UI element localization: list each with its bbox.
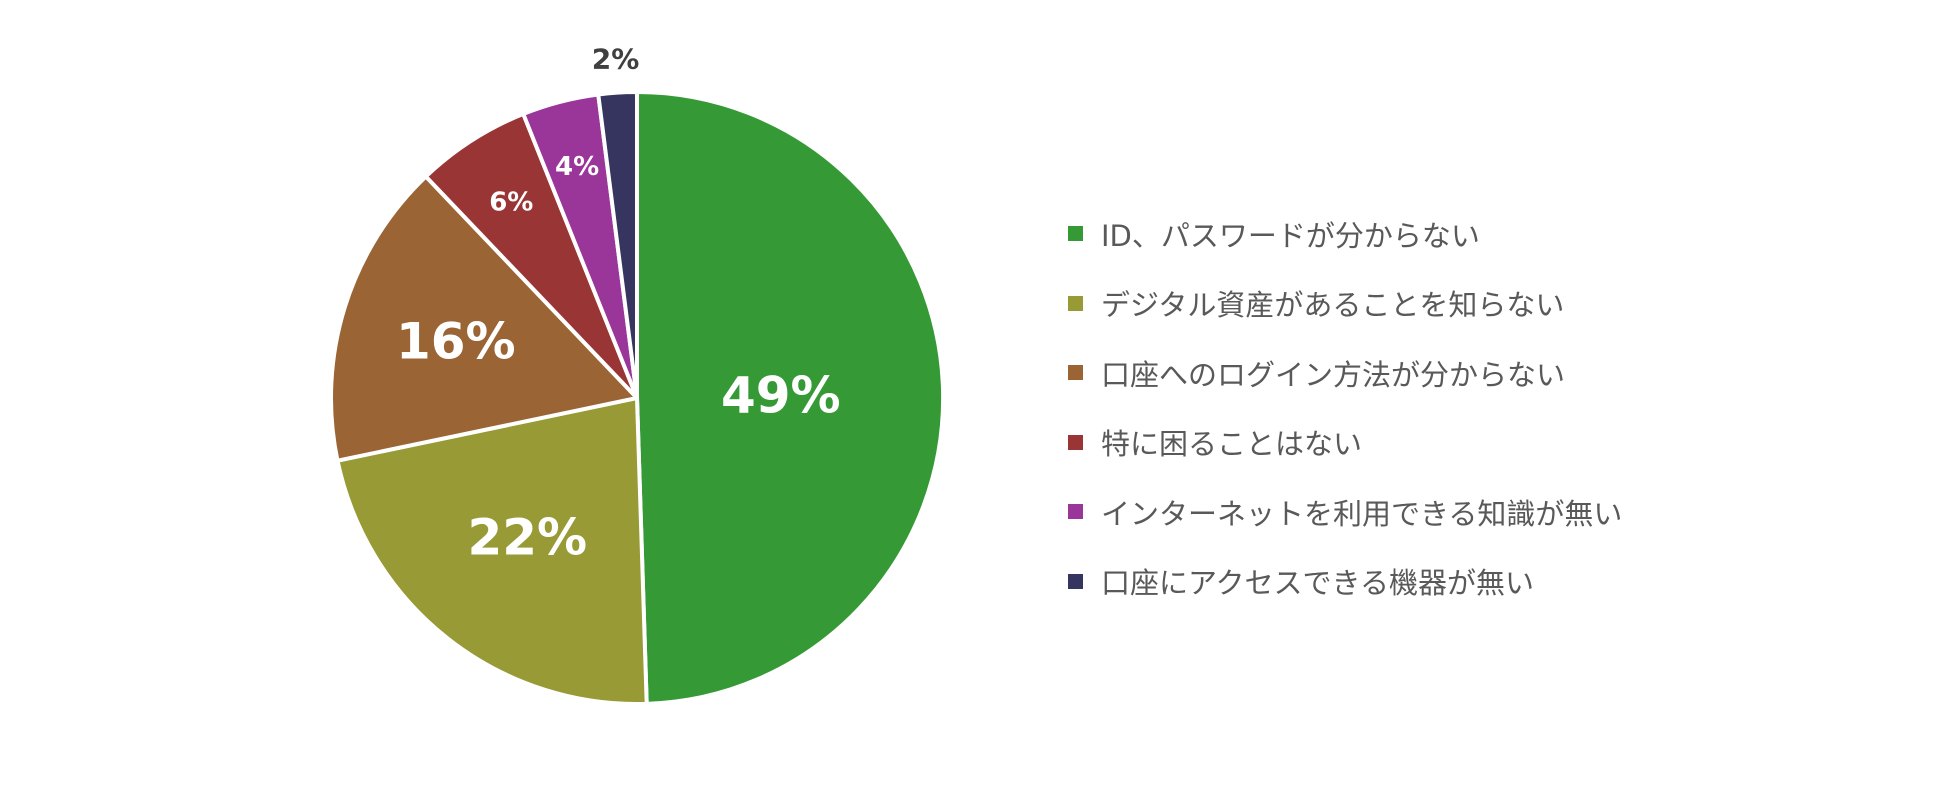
legend-label: 口座へのログイン方法が分からない: [1101, 357, 1566, 392]
legend-swatch: [1068, 573, 1083, 589]
legend: ID、パスワードが分からない デジタル資産があることを知らない 口座へのログイン…: [1068, 199, 1622, 616]
legend-swatch: [1068, 365, 1083, 381]
value-label-login-method: 16%: [396, 313, 516, 371]
value-label-no-internet-knowledge: 4%: [555, 152, 599, 182]
pie-slice-no-device: [596, 90, 639, 400]
pie-slices: [329, 90, 946, 706]
legend-item-unaware-of-assets: デジタル資産があることを知らない: [1068, 269, 1622, 339]
value-label-id-password: 49%: [721, 367, 841, 425]
pie-value-labels: 49% 22% 16% 6% 4% 2%: [396, 43, 841, 567]
value-label-no-trouble: 6%: [489, 187, 533, 217]
legend-swatch: [1068, 226, 1083, 242]
pie-slice-unaware-of-assets: [335, 396, 649, 706]
legend-swatch: [1068, 434, 1083, 450]
legend-swatch: [1068, 504, 1083, 520]
legend-item-no-internet-knowledge: インターネットを利用できる知識が無い: [1068, 477, 1622, 547]
legend-label: 口座にアクセスできる機器が無い: [1101, 566, 1534, 601]
pie-slice-login-method: [329, 174, 639, 463]
pie-slice-id-password: [635, 90, 946, 706]
legend-item-login-method: 口座へのログイン方法が分からない: [1068, 338, 1622, 408]
legend-label: ID、パスワードが分からない: [1101, 218, 1480, 253]
legend-item-id-password: ID、パスワードが分からない: [1068, 199, 1622, 269]
legend-swatch: [1068, 295, 1083, 311]
legend-item-no-device: 口座にアクセスできる機器が無い: [1068, 547, 1622, 617]
legend-label: 特に困ることはない: [1101, 427, 1363, 462]
value-label-unaware-of-assets: 22%: [467, 509, 587, 567]
legend-label: デジタル資産があることを知らない: [1101, 288, 1565, 323]
value-label-no-device: 2%: [592, 43, 640, 76]
legend-item-no-trouble: 特に困ることはない: [1068, 408, 1622, 478]
legend-label: インターネットを利用できる知識が無い: [1101, 496, 1623, 531]
